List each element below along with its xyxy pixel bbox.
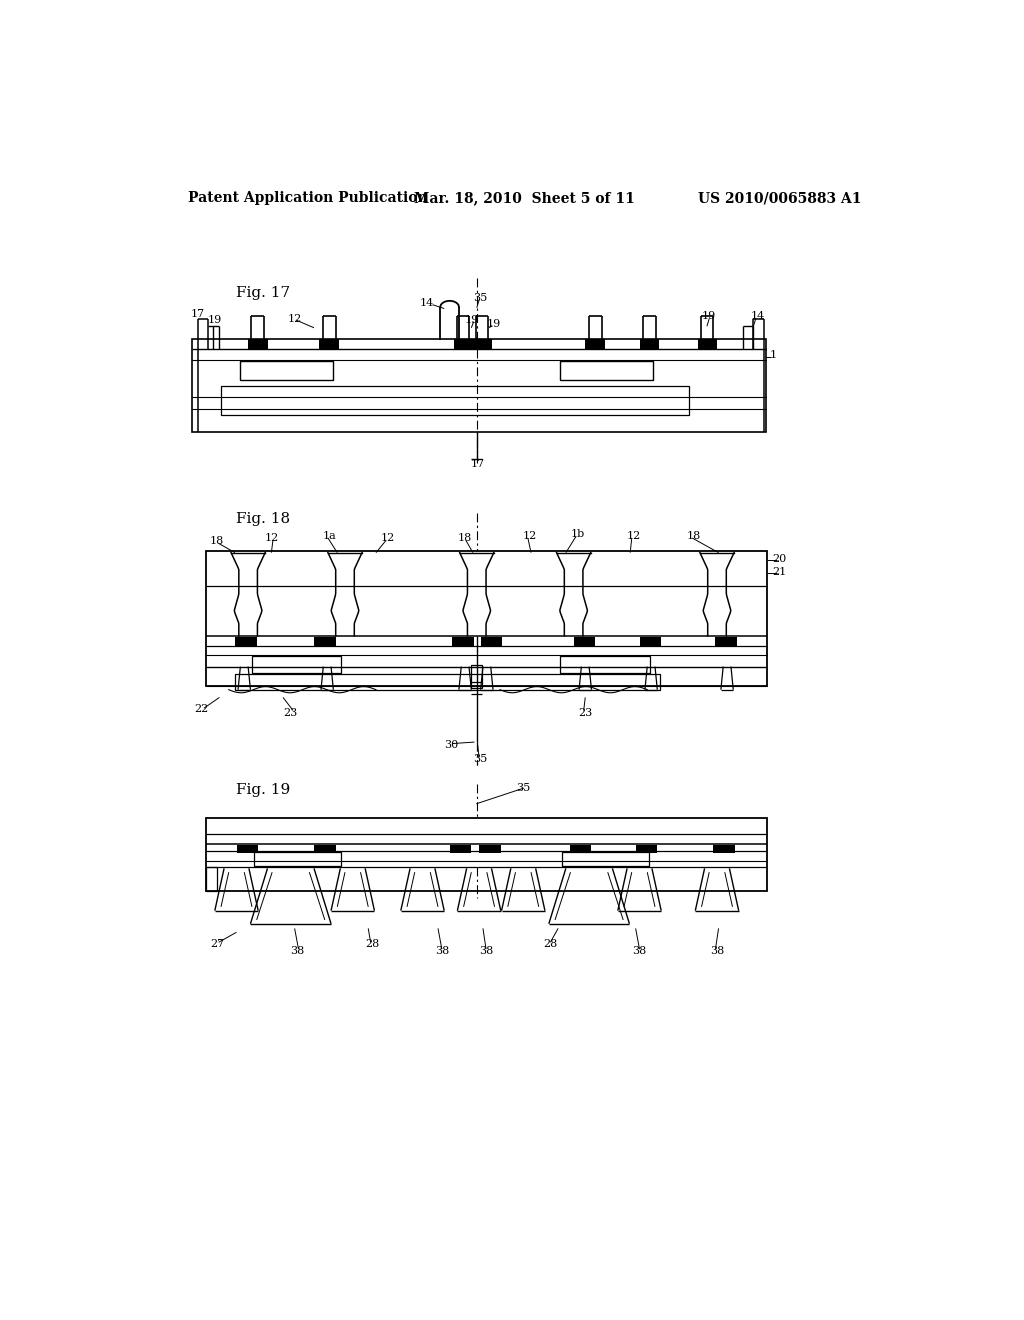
Bar xyxy=(206,552,767,686)
Text: 18: 18 xyxy=(458,533,472,543)
Text: 28: 28 xyxy=(544,939,557,949)
Bar xyxy=(480,638,503,647)
Bar xyxy=(562,853,649,866)
Bar xyxy=(560,656,649,673)
Text: 12: 12 xyxy=(288,314,302,323)
Bar xyxy=(473,339,493,350)
Text: 38: 38 xyxy=(290,946,304,957)
Text: 38: 38 xyxy=(633,946,646,957)
Bar xyxy=(319,339,339,350)
Text: 18: 18 xyxy=(210,536,224,546)
Bar xyxy=(560,360,653,380)
Text: 1b: 1b xyxy=(570,529,585,539)
Bar xyxy=(252,656,341,673)
Text: 38: 38 xyxy=(479,946,494,957)
Text: 12: 12 xyxy=(626,531,640,541)
Bar xyxy=(314,638,336,647)
Bar xyxy=(640,638,662,647)
Text: Fig. 17: Fig. 17 xyxy=(237,286,291,300)
Text: US 2010/0065883 A1: US 2010/0065883 A1 xyxy=(697,191,861,206)
Text: Mar. 18, 2010  Sheet 5 of 11: Mar. 18, 2010 Sheet 5 of 11 xyxy=(415,191,635,206)
Text: 17: 17 xyxy=(190,309,205,319)
Text: 17: 17 xyxy=(470,459,484,469)
Bar xyxy=(193,339,766,432)
Text: 20: 20 xyxy=(772,554,786,564)
Text: 1: 1 xyxy=(769,350,776,360)
Text: 23: 23 xyxy=(284,708,298,718)
Text: 14: 14 xyxy=(751,312,765,321)
Bar xyxy=(450,845,471,853)
Bar xyxy=(716,638,737,647)
Bar xyxy=(241,360,334,380)
Bar xyxy=(221,385,689,414)
Bar xyxy=(479,845,501,853)
Bar xyxy=(471,665,482,688)
Text: 1a: 1a xyxy=(323,531,336,541)
Text: 12: 12 xyxy=(381,533,394,543)
Text: Fig. 18: Fig. 18 xyxy=(237,512,291,525)
Text: 19: 19 xyxy=(486,319,501,329)
Text: 38: 38 xyxy=(710,946,724,957)
Bar xyxy=(573,638,595,647)
Text: 21: 21 xyxy=(772,566,786,577)
Text: 22: 22 xyxy=(195,704,209,714)
Text: 19: 19 xyxy=(465,315,479,325)
Bar xyxy=(452,638,474,647)
Bar xyxy=(454,339,473,350)
Text: Fig. 19: Fig. 19 xyxy=(237,783,291,797)
Bar xyxy=(314,845,336,853)
Bar xyxy=(206,818,767,891)
Text: 35: 35 xyxy=(473,754,487,764)
Bar xyxy=(254,853,341,866)
Text: 23: 23 xyxy=(579,708,592,718)
Text: 19: 19 xyxy=(208,315,222,325)
Bar xyxy=(234,638,257,647)
Text: 18: 18 xyxy=(687,531,700,541)
Bar xyxy=(248,339,267,350)
Bar xyxy=(586,339,604,350)
Bar xyxy=(206,867,217,891)
Bar xyxy=(569,845,592,853)
Text: 12: 12 xyxy=(522,531,537,541)
Text: 35: 35 xyxy=(516,783,530,793)
Text: 28: 28 xyxy=(365,939,379,949)
Bar xyxy=(697,339,717,350)
Text: 38: 38 xyxy=(435,946,449,957)
Text: 19: 19 xyxy=(702,312,717,321)
Bar xyxy=(640,339,658,350)
Bar xyxy=(636,845,657,853)
Bar xyxy=(234,675,659,689)
Text: 35: 35 xyxy=(473,293,487,302)
Text: Patent Application Publication: Patent Application Publication xyxy=(188,191,428,206)
Text: 30: 30 xyxy=(444,741,459,750)
Text: 12: 12 xyxy=(264,533,279,543)
Text: 14: 14 xyxy=(419,298,433,308)
Bar xyxy=(237,845,258,853)
Bar xyxy=(713,845,735,853)
Text: 27: 27 xyxy=(210,939,224,949)
